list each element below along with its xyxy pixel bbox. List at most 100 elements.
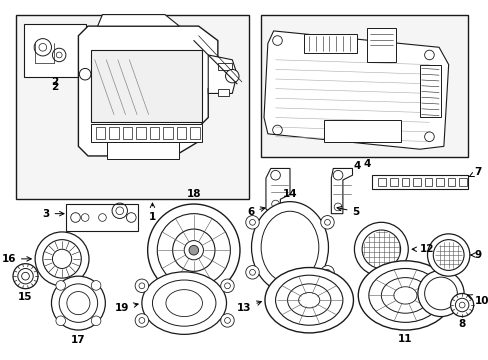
Ellipse shape: [417, 270, 463, 316]
Circle shape: [135, 314, 148, 327]
Circle shape: [52, 249, 72, 269]
Circle shape: [67, 292, 90, 315]
Circle shape: [43, 240, 81, 278]
Bar: [261, 14, 467, 157]
Ellipse shape: [393, 287, 416, 304]
Ellipse shape: [424, 277, 456, 310]
Bar: [447, 178, 454, 186]
Bar: [412, 178, 420, 186]
Bar: [109, 127, 119, 139]
Bar: [378, 178, 386, 186]
Bar: [91, 124, 201, 141]
Circle shape: [225, 69, 239, 83]
Ellipse shape: [275, 275, 342, 325]
Circle shape: [35, 232, 89, 286]
Bar: [371, 175, 467, 189]
Text: 19: 19: [115, 303, 138, 313]
Circle shape: [172, 229, 215, 271]
Bar: [366, 28, 395, 62]
Text: 1: 1: [148, 203, 156, 221]
Text: 3: 3: [42, 209, 64, 219]
Polygon shape: [265, 168, 289, 214]
Bar: [218, 89, 229, 96]
Polygon shape: [264, 31, 448, 149]
Circle shape: [220, 279, 234, 293]
Ellipse shape: [381, 278, 428, 313]
Text: 4: 4: [363, 159, 370, 168]
Ellipse shape: [264, 267, 353, 333]
Circle shape: [245, 266, 259, 279]
Text: 11: 11: [397, 334, 412, 344]
Bar: [218, 63, 232, 70]
Bar: [163, 127, 172, 139]
Text: 13: 13: [237, 301, 261, 313]
Circle shape: [432, 240, 463, 270]
Bar: [389, 178, 397, 186]
Circle shape: [454, 298, 468, 312]
Polygon shape: [331, 168, 352, 214]
Circle shape: [189, 246, 198, 255]
Ellipse shape: [152, 280, 216, 326]
Text: 16: 16: [1, 254, 31, 264]
Bar: [149, 127, 159, 139]
Bar: [323, 120, 400, 141]
Polygon shape: [98, 14, 179, 26]
Circle shape: [354, 222, 407, 276]
Bar: [91, 50, 201, 122]
Circle shape: [362, 230, 400, 269]
Bar: [458, 178, 466, 186]
Text: 14: 14: [282, 189, 297, 199]
Polygon shape: [208, 55, 237, 94]
Text: 4: 4: [353, 161, 360, 171]
Ellipse shape: [261, 211, 318, 283]
Text: 7: 7: [468, 167, 481, 177]
Ellipse shape: [287, 284, 330, 316]
Circle shape: [320, 266, 333, 279]
Ellipse shape: [298, 293, 319, 308]
Text: 10: 10: [467, 295, 488, 306]
Ellipse shape: [165, 290, 202, 316]
Text: 5: 5: [336, 207, 359, 217]
Circle shape: [147, 204, 240, 296]
Text: 2: 2: [51, 82, 58, 92]
Bar: [136, 127, 145, 139]
Bar: [122, 127, 132, 139]
Bar: [107, 141, 179, 159]
Bar: [424, 178, 431, 186]
Circle shape: [245, 216, 259, 229]
Bar: [16, 14, 248, 199]
Circle shape: [449, 293, 473, 316]
Bar: [304, 34, 357, 53]
Circle shape: [13, 264, 38, 289]
Circle shape: [18, 269, 33, 284]
Circle shape: [91, 280, 101, 290]
Circle shape: [184, 240, 203, 260]
Bar: [419, 64, 440, 117]
Circle shape: [56, 280, 65, 290]
Text: 18: 18: [186, 189, 201, 199]
Bar: [23, 24, 86, 77]
Circle shape: [51, 276, 105, 330]
Text: 8: 8: [458, 319, 465, 329]
Bar: [96, 127, 105, 139]
Circle shape: [320, 216, 333, 229]
Circle shape: [157, 214, 230, 287]
Text: 12: 12: [411, 244, 433, 254]
Bar: [435, 178, 443, 186]
Circle shape: [427, 234, 469, 276]
Ellipse shape: [368, 269, 441, 322]
Text: 9: 9: [470, 250, 481, 260]
Circle shape: [220, 314, 234, 327]
Bar: [189, 127, 199, 139]
Text: 17: 17: [71, 335, 85, 345]
Circle shape: [56, 316, 65, 325]
Circle shape: [59, 284, 98, 322]
Text: 2: 2: [51, 77, 58, 87]
Circle shape: [135, 279, 148, 293]
Circle shape: [91, 316, 101, 325]
Bar: [66, 204, 138, 231]
Text: 15: 15: [18, 292, 33, 302]
Ellipse shape: [251, 202, 328, 293]
Text: 6: 6: [246, 207, 264, 217]
Bar: [176, 127, 186, 139]
